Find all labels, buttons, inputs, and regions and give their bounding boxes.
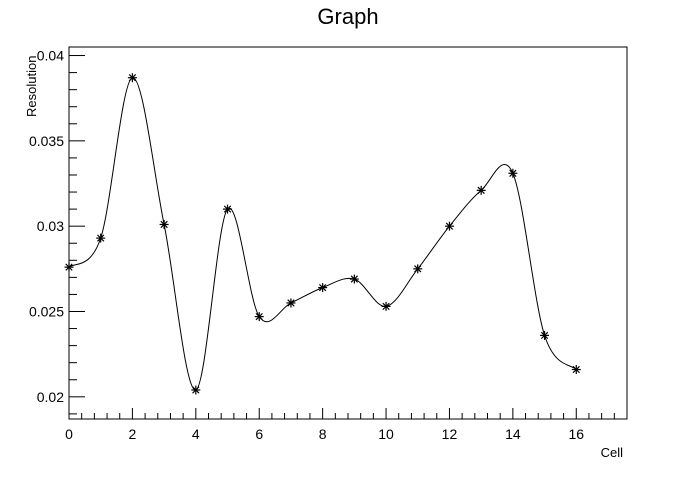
x-tick-label: 8 — [319, 426, 327, 442]
x-tick-label: 16 — [568, 426, 584, 442]
data-point — [381, 301, 391, 311]
data-point — [349, 274, 359, 284]
data-point — [444, 221, 454, 231]
y-tick-label: 0.035 — [29, 133, 64, 149]
data-markers — [64, 73, 581, 395]
data-point — [159, 219, 169, 229]
data-point — [254, 312, 264, 322]
x-axis-label: Cell — [601, 445, 624, 460]
data-point — [318, 283, 328, 293]
data-point — [413, 264, 423, 274]
data-point — [96, 233, 106, 243]
x-tick-label: 10 — [378, 426, 394, 442]
data-point — [540, 330, 550, 340]
data-point — [571, 365, 581, 375]
y-tick-label: 0.02 — [37, 389, 64, 405]
plot-frame — [68, 46, 628, 420]
x-tick-label: 14 — [505, 426, 521, 442]
data-point — [508, 168, 518, 178]
x-tick-label: 6 — [255, 426, 263, 442]
x-tick-label: 0 — [65, 426, 73, 442]
chart-title: Graph — [317, 4, 378, 29]
data-point — [127, 73, 137, 83]
y-axis-label: Resolution — [24, 56, 39, 117]
data-point — [476, 185, 486, 195]
x-tick-label: 4 — [192, 426, 200, 442]
x-tick-label: 12 — [442, 426, 458, 442]
data-point — [64, 262, 74, 272]
y-tick-label: 0.025 — [29, 303, 64, 319]
y-axis: 0.02 0.025 0.03 0.035 0.04 — [29, 48, 85, 415]
data-point — [223, 204, 233, 214]
x-tick-label: 2 — [129, 426, 137, 442]
series-line — [68, 77, 577, 391]
y-tick-label: 0.03 — [37, 218, 64, 234]
data-point — [286, 298, 296, 308]
data-point — [191, 385, 201, 395]
x-axis: 0 2 4 6 8 10 12 14 16 — [65, 408, 628, 442]
y-tick-label: 0.04 — [37, 48, 64, 64]
